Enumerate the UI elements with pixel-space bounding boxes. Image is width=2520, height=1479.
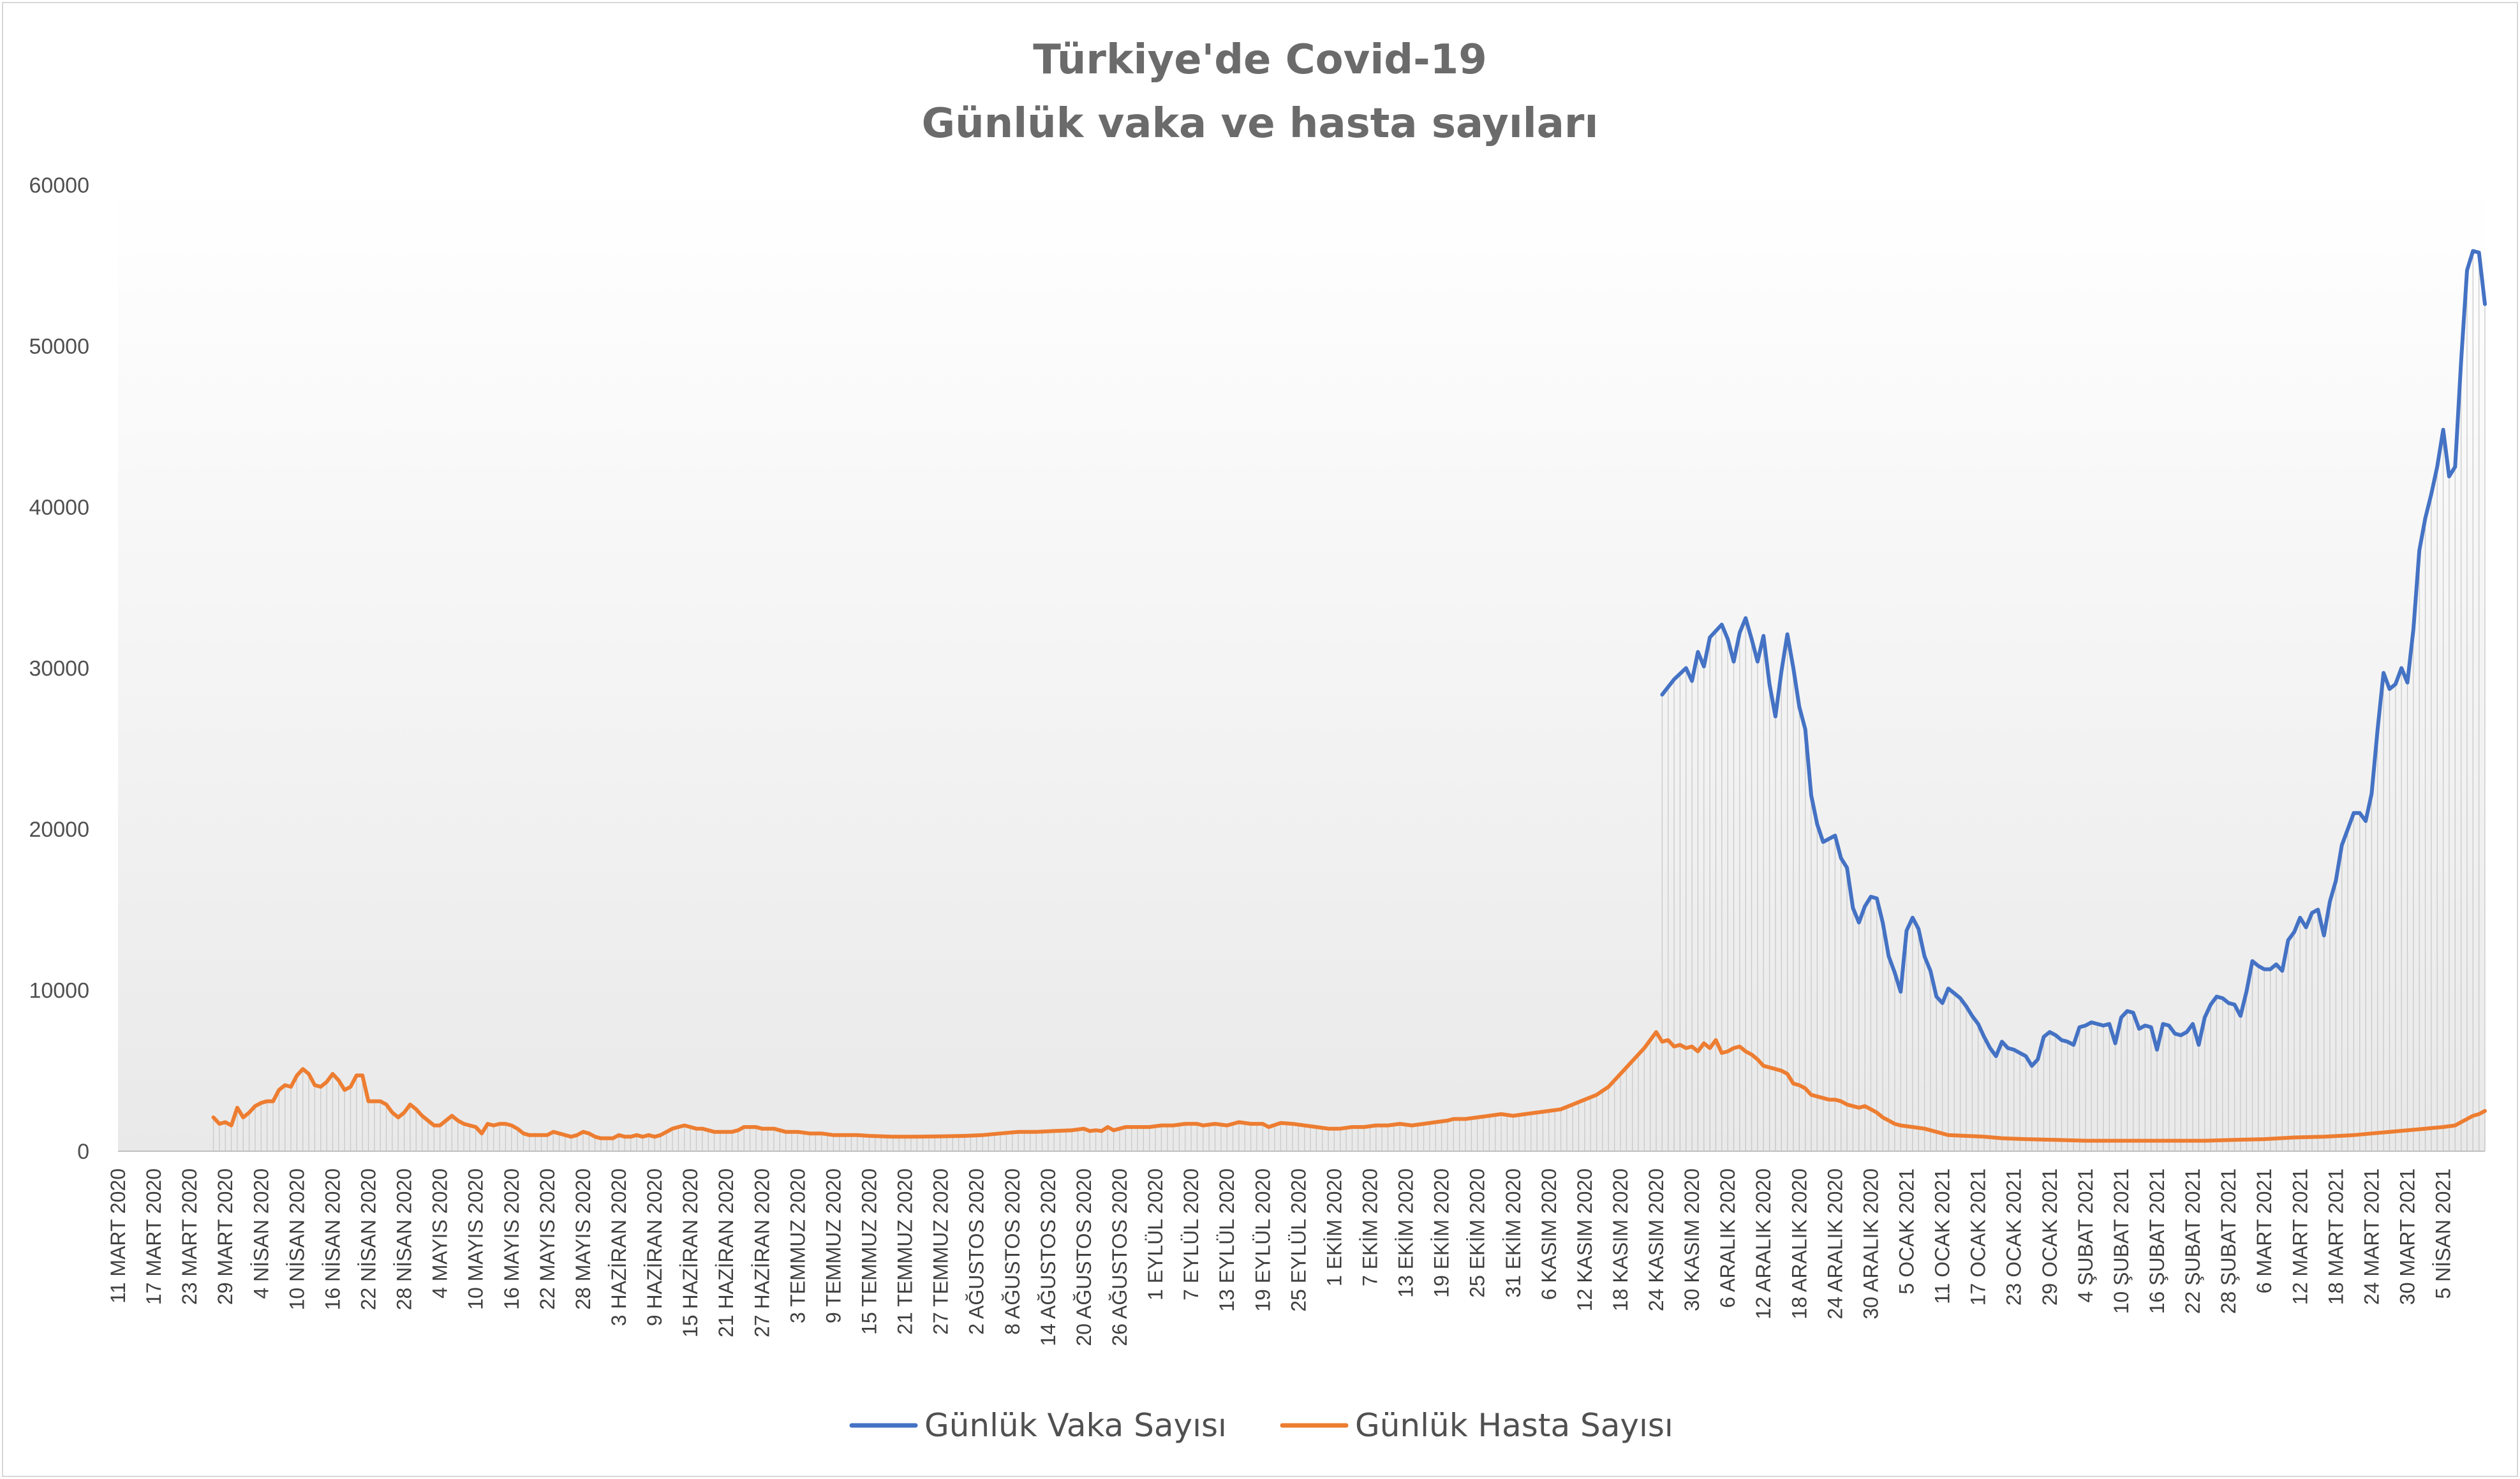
x-tick-label: 9 TEMMUZ 2020 (822, 1168, 845, 1323)
x-tick-label: 17 OCAK 2021 (1967, 1168, 1990, 1306)
x-tick-label: 26 AĞUSTOS 2020 (1108, 1168, 1131, 1346)
y-tick-label: 20000 (29, 818, 89, 842)
x-tick-label: 19 EYLÜL 2020 (1251, 1168, 1274, 1312)
y-axis: 0 10000 20000 30000 40000 50000 60000 (29, 173, 89, 1164)
x-tick-label: 4 MAYIS 2020 (429, 1168, 452, 1299)
x-tick-label: 22 NİSAN 2020 (357, 1168, 380, 1310)
x-tick-label: 12 KASIM 2020 (1573, 1168, 1596, 1311)
legend-label: Günlük Vaka Sayısı (924, 1407, 1227, 1444)
x-tick-label: 10 NİSAN 2020 (285, 1168, 308, 1310)
x-tick-label: 27 TEMMUZ 2020 (930, 1168, 952, 1335)
x-tick-label: 6 MART 2021 (2253, 1168, 2276, 1293)
y-tick-label: 0 (77, 1140, 89, 1164)
x-tick-label: 3 HAZİRAN 2020 (607, 1168, 630, 1326)
x-tick-label: 25 EYLÜL 2020 (1287, 1168, 1310, 1312)
x-tick-label: 4 ŞUBAT 2021 (2074, 1168, 2097, 1303)
x-tick-label: 1 EKİM 2020 (1323, 1168, 1345, 1286)
x-tick-label: 22 ŞUBAT 2021 (2181, 1168, 2204, 1314)
x-tick-label: 30 ARALIK 2020 (1859, 1168, 1882, 1320)
x-tick-label: 19 EKİM 2020 (1430, 1168, 1453, 1298)
x-tick-label: 7 EKİM 2020 (1358, 1168, 1381, 1286)
x-tick-label: 2 AĞUSTOS 2020 (965, 1168, 988, 1335)
x-tick-label: 5 NİSAN 2021 (2432, 1168, 2455, 1299)
y-tick-label: 50000 (29, 335, 89, 359)
x-tick-label: 12 ARALIK 2020 (1752, 1168, 1775, 1320)
x-tick-label: 28 ŞUBAT 2021 (2217, 1168, 2240, 1314)
plot-area-background (118, 185, 2485, 1151)
y-tick-label: 40000 (29, 496, 89, 520)
x-tick-label: 11 OCAK 2021 (1931, 1168, 1954, 1304)
x-tick-label: 10 ŞUBAT 2021 (2110, 1168, 2133, 1314)
x-tick-label: 1 EYLÜL 2020 (1144, 1168, 1167, 1300)
x-axis: 11 MART 2020 17 MART 2020 23 MART 2020 29 M… (107, 1168, 2455, 1346)
x-tick-label: 13 EKİM 2020 (1395, 1168, 1418, 1298)
x-tick-label: 10 MAYIS 2020 (464, 1168, 487, 1310)
x-tick-label: 11 MART 2020 (107, 1168, 130, 1304)
x-tick-label: 24 KASIM 2020 (1645, 1168, 1668, 1311)
x-tick-label: 15 TEMMUZ 2020 (857, 1168, 880, 1335)
x-tick-label: 5 OCAK 2021 (1895, 1168, 1918, 1294)
x-tick-label: 29 MART 2020 (214, 1168, 237, 1305)
series-lines (211, 249, 2487, 1143)
x-tick-label: 13 EYLÜL 2020 (1215, 1168, 1238, 1312)
x-tick-label: 25 EKİM 2020 (1466, 1168, 1489, 1298)
x-tick-label: 16 MAYIS 2020 (500, 1168, 523, 1310)
x-tick-label: 6 KASIM 2020 (1538, 1168, 1560, 1300)
x-tick-label: 18 ARALIK 2020 (1788, 1168, 1811, 1320)
x-tick-label: 4 NİSAN 2020 (249, 1168, 272, 1299)
legend-label: Günlük Hasta Sayısı (1355, 1407, 1673, 1444)
chart-subtitle: Günlük vaka ve hasta sayıları (922, 100, 1599, 147)
x-tick-label: 23 MART 2020 (178, 1168, 201, 1305)
y-tick-label: 10000 (29, 979, 89, 1003)
x-tick-label: 23 OCAK 2021 (2003, 1168, 2026, 1306)
x-tick-label: 15 HAZİRAN 2020 (679, 1168, 702, 1337)
x-tick-label: 28 MAYIS 2020 (572, 1168, 595, 1310)
x-tick-label: 28 NİSAN 2020 (393, 1168, 416, 1310)
x-tick-label: 17 MART 2020 (142, 1168, 165, 1305)
series-line (211, 1030, 2487, 1143)
x-tick-label: 16 ŞUBAT 2021 (2146, 1168, 2168, 1314)
chart-title: Türkiye'de Covid-19 (1033, 36, 1486, 84)
x-tick-label: 24 ARALIK 2020 (1823, 1168, 1846, 1320)
x-tick-label: 21 TEMMUZ 2020 (894, 1168, 917, 1335)
x-tick-label: 18 MART 2021 (2324, 1168, 2347, 1305)
x-tick-label: 8 AĞUSTOS 2020 (1001, 1168, 1024, 1335)
x-tick-label: 3 TEMMUZ 2020 (786, 1168, 809, 1323)
x-tick-label: 30 KASIM 2020 (1680, 1168, 1703, 1311)
series-line (1660, 249, 2487, 1068)
x-tick-label: 6 ARALIK 2020 (1716, 1168, 1739, 1308)
x-tick-label: 22 MAYIS 2020 (536, 1168, 559, 1310)
x-tick-label: 31 EKİM 2020 (1502, 1168, 1525, 1298)
x-tick-label: 21 HAZİRAN 2020 (715, 1168, 737, 1337)
x-tick-label: 12 MART 2021 (2288, 1168, 2311, 1305)
x-tick-label: 27 HAZİRAN 2020 (750, 1168, 773, 1337)
vaka-stems (212, 251, 2486, 1151)
x-tick-label: 16 NİSAN 2020 (321, 1168, 344, 1310)
y-tick-label: 30000 (29, 657, 89, 681)
x-tick-label: 29 OCAK 2021 (2038, 1168, 2061, 1306)
x-tick-label: 24 MART 2021 (2360, 1168, 2383, 1305)
x-tick-label: 20 AĞUSTOS 2020 (1072, 1168, 1095, 1346)
legend: Günlük Vaka Sayısı Günlük Hasta Sayısı (849, 1407, 1673, 1444)
x-tick-label: 7 EYLÜL 2020 (1180, 1168, 1203, 1300)
x-tick-label: 9 HAZİRAN 2020 (643, 1168, 666, 1326)
x-tick-label: 18 KASIM 2020 (1609, 1168, 1632, 1311)
y-tick-label: 60000 (29, 173, 89, 198)
x-tick-label: 30 MART 2021 (2396, 1168, 2419, 1305)
x-tick-label: 14 AĞUSTOS 2020 (1037, 1168, 1060, 1346)
